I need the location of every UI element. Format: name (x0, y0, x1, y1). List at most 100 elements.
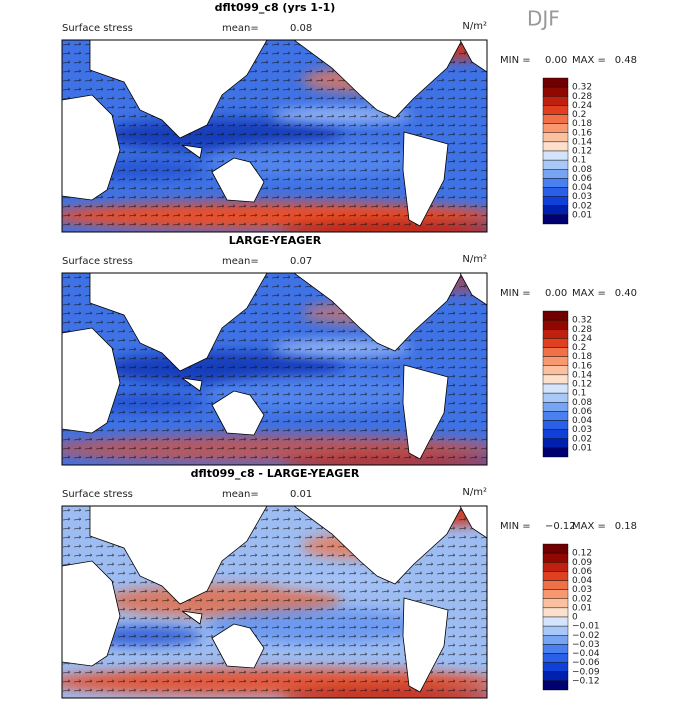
colorbar-swatch (542, 383, 569, 394)
colorbar-swatch (542, 310, 569, 321)
max-value: 0.48 (615, 55, 637, 66)
map-frame (61, 39, 488, 233)
colorbar-label: −0.12 (572, 676, 600, 686)
map (61, 272, 488, 466)
colorbar-label: 0.14 (572, 370, 592, 380)
colorbar-label: 0.08 (572, 165, 592, 175)
colorbar-swatch (542, 392, 569, 403)
colorbar-swatch (542, 616, 569, 627)
colorbar-label: 0.03 (572, 425, 592, 435)
colorbar-label: 0.18 (572, 119, 592, 129)
colorbar-swatch (542, 205, 569, 216)
colorbar-label: −0.09 (572, 667, 600, 677)
mean-label: mean= (222, 256, 259, 267)
colorbar-swatch (542, 402, 569, 412)
colorbar-swatch (542, 356, 569, 366)
colorbar-swatch (542, 150, 569, 161)
colorbar-label: 0.01 (572, 603, 592, 613)
colorbar-swatch (542, 347, 569, 357)
colorbar-swatch (542, 671, 569, 682)
field-label: Surface stress (62, 23, 133, 34)
colorbar-swatch (542, 338, 569, 348)
max-label: MAX = (572, 55, 606, 66)
colorbar-swatch (542, 411, 569, 421)
mean-value: 0.07 (290, 256, 312, 267)
colorbar-label: 0.2 (572, 343, 586, 353)
min-label: MIN = (500, 288, 531, 299)
colorbar-label: 0.12 (572, 147, 592, 157)
units-label: N/m² (462, 254, 487, 265)
colorbar-label: 0.04 (572, 416, 592, 426)
season-label: DJF (527, 7, 560, 31)
colorbar-swatch (542, 680, 569, 691)
colorbar-swatch (542, 607, 569, 618)
field-label: Surface stress (62, 489, 133, 500)
colorbar-label: 0.24 (572, 101, 592, 111)
map-frame (61, 272, 488, 466)
colorbar-swatch (542, 169, 569, 179)
colorbar-swatch (542, 625, 569, 636)
colorbar-swatch (542, 86, 569, 97)
colorbar-label: 0.01 (572, 210, 592, 220)
panel-title: dflt099_c8 (yrs 1-1) (215, 1, 336, 14)
colorbar-label: 0.06 (572, 407, 592, 417)
colorbar-swatch (542, 132, 569, 143)
mean-label: mean= (222, 23, 259, 34)
colorbar-label: 0.04 (572, 183, 592, 193)
colorbar-swatch (542, 187, 569, 197)
map-field (62, 506, 487, 698)
colorbar-label: 0.06 (572, 567, 592, 577)
colorbar-label: 0.16 (572, 128, 592, 138)
min-label: MIN = (500, 55, 531, 66)
colorbar-swatch (542, 114, 569, 124)
map (61, 39, 488, 233)
colorbar-swatch (542, 552, 569, 563)
colorbar-label: −0.04 (572, 649, 600, 659)
colorbar-label: 0.03 (572, 585, 592, 595)
colorbar-label: 0.01 (572, 443, 592, 453)
mean-label: mean= (222, 489, 259, 500)
colorbar-swatch (542, 214, 569, 225)
colorbar-swatch (542, 543, 569, 554)
colorbar-label: 0.2 (572, 110, 586, 120)
colorbar-swatch (542, 429, 569, 439)
units-label: N/m² (462, 21, 487, 32)
panel: dflt099_c8 - LARGE-YEAGER Surface stress m… (61, 467, 637, 699)
colorbar-swatch (542, 159, 569, 170)
colorbar-swatch (542, 653, 569, 663)
colorbar-label: 0.04 (572, 576, 592, 586)
colorbar-label: −0.01 (572, 622, 600, 632)
colorbar-swatch (542, 365, 569, 376)
min-value: 0.00 (545, 288, 567, 299)
colorbar-label: 0.24 (572, 334, 592, 344)
colorbar-swatch (542, 644, 569, 654)
colorbar-label: 0.03 (572, 192, 592, 202)
colorbar-label: 0.14 (572, 137, 592, 147)
colorbar-swatch (542, 178, 569, 188)
colorbar-swatch (542, 141, 569, 152)
colorbar-label: 0.32 (572, 83, 592, 93)
colorbar-swatch (542, 438, 569, 449)
colorbar-label: 0.16 (572, 361, 592, 371)
mean-value: 0.01 (290, 489, 312, 500)
colorbar-swatch (542, 96, 569, 106)
colorbar-label: 0.28 (572, 92, 592, 102)
panel-title: LARGE-YEAGER (229, 234, 322, 247)
min-value: −0.12 (545, 521, 576, 532)
colorbar-label: 0.12 (572, 380, 592, 390)
colorbar-swatch (542, 580, 569, 590)
panel-title: dflt099_c8 - LARGE-YEAGER (191, 467, 360, 480)
colorbar-label: 0.1 (572, 156, 586, 166)
colorbar-swatch (542, 562, 569, 572)
mean-value: 0.08 (290, 23, 312, 34)
max-value: 0.40 (615, 288, 637, 299)
colorbar-swatch (542, 123, 569, 133)
colorbar-label: 0.09 (572, 558, 592, 568)
colorbar-label: −0.03 (572, 640, 600, 650)
colorbar-swatch (542, 77, 569, 88)
colorbar-label: −0.06 (572, 658, 600, 668)
colorbar-swatch (542, 196, 569, 206)
colorbar-swatch (542, 571, 569, 581)
colorbar-swatch (542, 374, 569, 385)
